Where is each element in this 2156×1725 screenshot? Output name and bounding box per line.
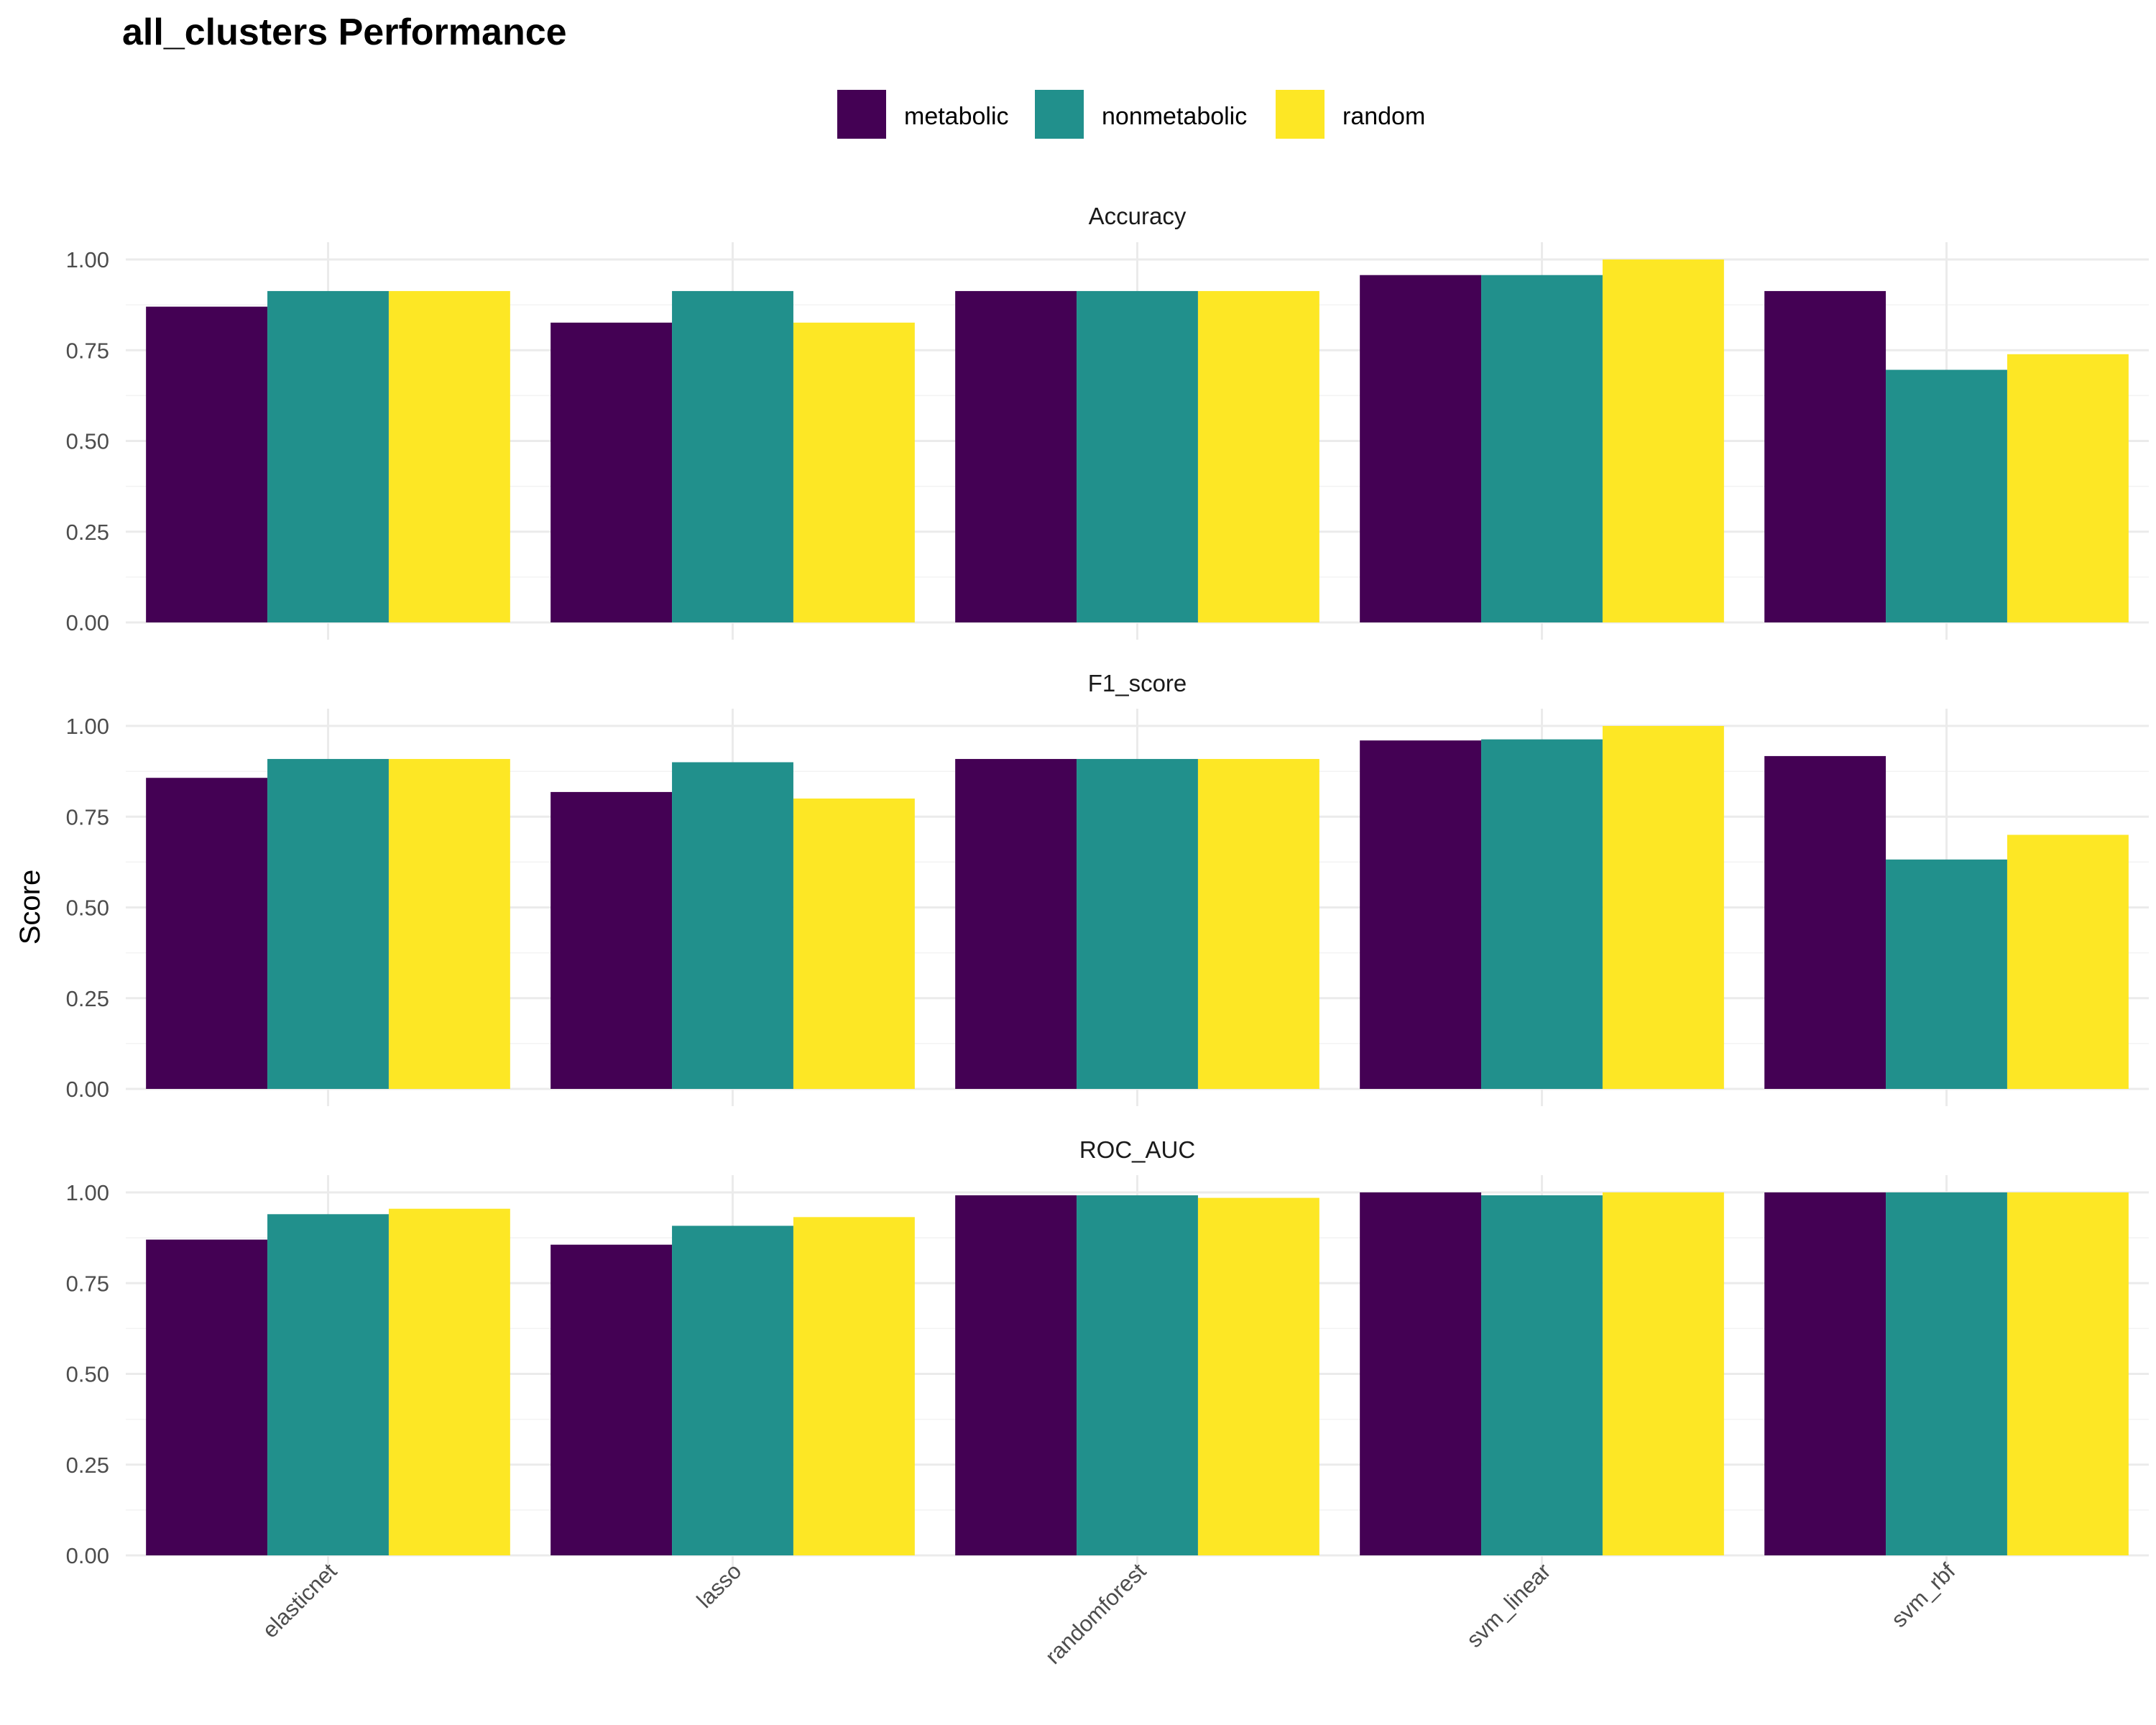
bar-nonmetabolic-elasticnet <box>267 290 389 622</box>
y-tick-label: 0.00 <box>66 1077 109 1102</box>
bar-metabolic-randomforest <box>955 758 1077 1089</box>
bar-random-svm_linear <box>1602 259 1724 622</box>
chart-title: all_clusters Performance <box>122 12 567 53</box>
facet-label: ROC_AUC <box>1079 1136 1195 1163</box>
facet-label: F1_score <box>1088 670 1187 696</box>
y-tick-label: 0.00 <box>66 610 109 635</box>
y-tick-label: 0.00 <box>66 1543 109 1568</box>
bar-metabolic-svm_linear <box>1360 275 1482 622</box>
bar-metabolic-svm_rbf <box>1764 1192 1886 1555</box>
y-tick-label: 0.50 <box>66 896 109 921</box>
bar-random-svm_linear <box>1602 1192 1724 1555</box>
bar-random-randomforest <box>1197 758 1319 1089</box>
bar-random-elasticnet <box>388 758 510 1089</box>
y-tick-label: 0.75 <box>66 804 109 829</box>
y-tick-label: 1.00 <box>66 247 109 272</box>
bar-metabolic-svm_linear <box>1360 740 1482 1089</box>
bar-random-svm_linear <box>1602 726 1724 1089</box>
y-tick-label: 0.50 <box>66 429 109 454</box>
y-tick-label: 0.50 <box>66 1362 109 1387</box>
bar-random-elasticnet <box>388 290 510 622</box>
bar-nonmetabolic-svm_linear <box>1481 275 1603 622</box>
bar-metabolic-elasticnet <box>146 778 268 1089</box>
bar-random-svm_rbf <box>2007 354 2129 622</box>
bar-random-lasso <box>793 799 915 1089</box>
bar-nonmetabolic-randomforest <box>1077 758 1198 1089</box>
bar-metabolic-randomforest <box>955 1195 1077 1555</box>
bar-nonmetabolic-svm_rbf <box>1886 369 2007 622</box>
bar-nonmetabolic-randomforest <box>1077 290 1198 622</box>
facet-panel-F1_score: F1_score 0.00 0.25 0.50 0.75 1.00 <box>66 670 2149 1106</box>
bar-metabolic-randomforest <box>955 290 1077 622</box>
bar-random-lasso <box>793 1217 915 1555</box>
bar-random-svm_rbf <box>2007 834 2129 1089</box>
legend-label-random: random <box>1342 103 1425 130</box>
legend-swatch-random <box>1276 90 1325 139</box>
y-tick-label: 1.00 <box>66 1180 109 1205</box>
facet-label: Accuracy <box>1089 203 1187 229</box>
y-tick-label: 0.75 <box>66 1271 109 1296</box>
legend-label-metabolic: metabolic <box>904 103 1009 130</box>
y-tick-label: 0.25 <box>66 1453 109 1478</box>
bar-nonmetabolic-svm_linear <box>1481 1195 1603 1555</box>
bar-random-randomforest <box>1197 1197 1319 1555</box>
bar-metabolic-svm_linear <box>1360 1192 1482 1555</box>
bar-nonmetabolic-randomforest <box>1077 1195 1198 1555</box>
bar-metabolic-elasticnet <box>146 1239 268 1555</box>
y-tick-label: 0.25 <box>66 986 109 1011</box>
legend-label-nonmetabolic: nonmetabolic <box>1102 103 1247 130</box>
legend-swatch-metabolic <box>837 90 886 139</box>
bar-nonmetabolic-svm_linear <box>1481 739 1603 1089</box>
y-tick-label: 0.75 <box>66 338 109 363</box>
bar-random-randomforest <box>1197 290 1319 622</box>
bar-random-lasso <box>793 322 915 622</box>
facet-panel-Accuracy: Accuracy 0.00 0.25 0.50 0.75 1.00 <box>66 203 2149 640</box>
bar-metabolic-lasso <box>550 791 673 1089</box>
y-tick-label: 0.25 <box>66 520 109 545</box>
bar-metabolic-svm_rbf <box>1764 290 1886 622</box>
bar-nonmetabolic-svm_rbf <box>1886 1192 2007 1555</box>
bar-nonmetabolic-elasticnet <box>267 1214 389 1555</box>
y-tick-label: 1.00 <box>66 714 109 739</box>
bar-metabolic-elasticnet <box>146 306 268 622</box>
legend-swatch-nonmetabolic <box>1035 90 1084 139</box>
bar-metabolic-svm_rbf <box>1764 755 1886 1089</box>
bar-nonmetabolic-lasso <box>672 290 793 622</box>
bar-nonmetabolic-lasso <box>672 1225 793 1555</box>
facet-panel-ROC_AUC: ROC_AUC 0.00 0.25 0.50 0.75 1.00 <box>66 1136 2149 1573</box>
facet-panels: Accuracy 0.00 0.25 0.50 0.75 1.00 F1_score 0.00… <box>66 203 2149 1573</box>
bar-metabolic-lasso <box>550 322 673 622</box>
legend: metabolic nonmetabolic random <box>837 90 1425 139</box>
bar-nonmetabolic-lasso <box>672 762 793 1089</box>
bar-nonmetabolic-svm_rbf <box>1886 859 2007 1089</box>
bar-nonmetabolic-elasticnet <box>267 758 389 1089</box>
bar-metabolic-lasso <box>550 1244 673 1555</box>
bar-random-elasticnet <box>388 1208 510 1555</box>
y-axis-title: Score <box>14 870 46 945</box>
bar-random-svm_rbf <box>2007 1192 2129 1555</box>
